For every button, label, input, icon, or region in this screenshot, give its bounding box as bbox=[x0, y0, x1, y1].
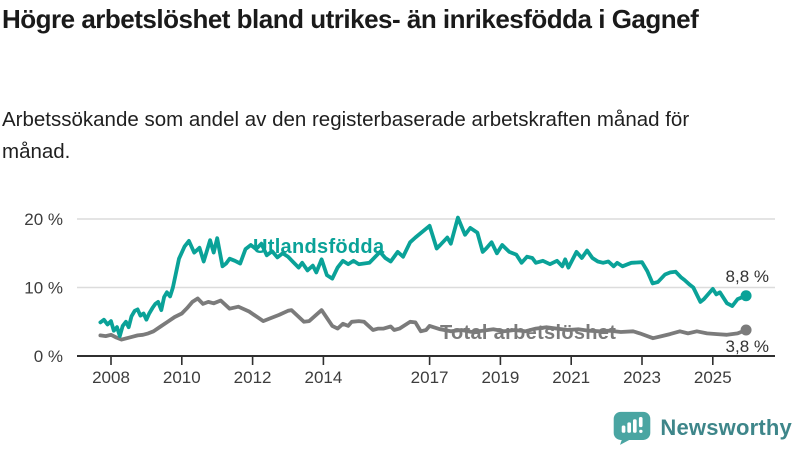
series-label-utlandsfodda: Utlandsfödda bbox=[253, 236, 385, 258]
gridlines bbox=[77, 218, 775, 289]
brand-name: Newsworthy bbox=[660, 415, 792, 440]
x-axis-label: 2012 bbox=[234, 368, 272, 387]
value-label-total-arbetsloshet: 3,8 % bbox=[726, 337, 769, 356]
footer-logo: Newsworthy bbox=[613, 411, 792, 445]
x-axis-label: 2017 bbox=[411, 368, 449, 387]
y-axis-label: 10 % bbox=[24, 279, 63, 298]
newsworthy-logo-icon bbox=[614, 411, 651, 445]
x-axis-label: 2023 bbox=[623, 368, 661, 387]
chart-subtitle: Arbetssökande som andel av den registerb… bbox=[2, 108, 690, 163]
x-axis-label: 2014 bbox=[304, 368, 342, 387]
series-label-total-arbetsloshet: Total arbetslöshet bbox=[440, 322, 616, 344]
x-axis-label: 2008 bbox=[92, 368, 130, 387]
series-lines bbox=[98, 215, 748, 342]
y-axis-label: 0 % bbox=[34, 347, 63, 366]
x-axis-label: 2021 bbox=[552, 368, 590, 387]
series-end-dot bbox=[740, 290, 752, 302]
series-line-utlandsfodda bbox=[98, 215, 748, 338]
chart-title: Högre arbetslöshet bland utrikes- än inr… bbox=[2, 4, 699, 34]
value-label-utlandsfodda: 8,8 % bbox=[726, 267, 769, 286]
x-axis-label: 2025 bbox=[694, 368, 732, 387]
x-axis-label: 2019 bbox=[481, 368, 519, 387]
series-line-total bbox=[98, 296, 748, 342]
x-axis-label: 2010 bbox=[163, 368, 201, 387]
series-end-dot bbox=[740, 324, 752, 336]
series-end-dots bbox=[740, 290, 752, 336]
x-axis: 2008 2010 2012 2014 2017 2019 2021 2023 2025 bbox=[77, 355, 775, 387]
y-axis-label: 20 % bbox=[24, 210, 63, 229]
y-axis: 0 % 10 % 20 % bbox=[24, 210, 63, 366]
